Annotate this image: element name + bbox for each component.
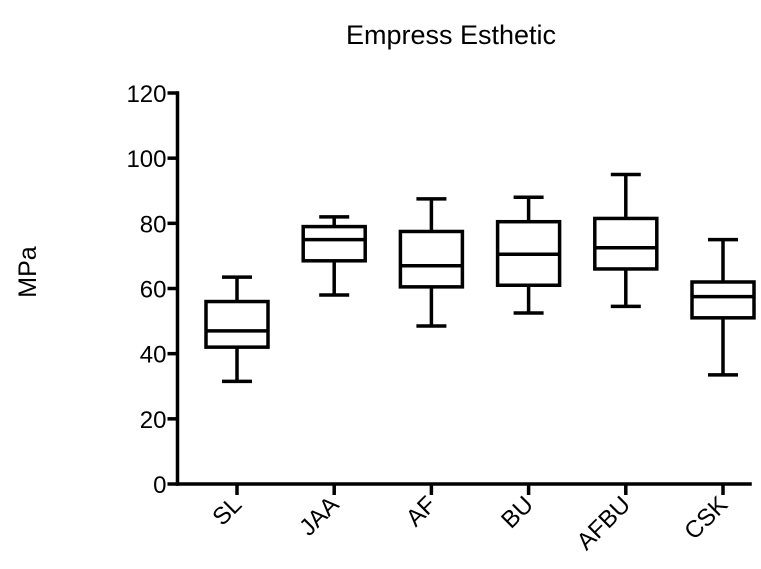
iqr-box: [301, 224, 367, 263]
iqr-box: [593, 216, 659, 271]
x-tick-label: JAA: [294, 491, 344, 541]
y-axis-ticks: 0 20 40 60 80 100 120: [126, 81, 178, 499]
y-tick-label: 80: [140, 211, 167, 238]
y-tick-label: 100: [126, 146, 166, 173]
x-tick-label: CSK: [679, 491, 733, 545]
box-sl: [204, 275, 270, 384]
y-tick-label: 0: [153, 472, 166, 499]
box-af: [398, 197, 465, 328]
y-tick-label: 120: [126, 81, 166, 108]
box-bu: [495, 195, 562, 315]
iqr-box: [690, 280, 756, 320]
box-series: [204, 172, 756, 384]
box-jaa: [301, 215, 367, 297]
x-tick-label: AFBU: [572, 491, 636, 555]
iqr-box: [398, 229, 465, 289]
x-tick-label: BU: [496, 491, 539, 534]
x-axis-ticks: SL JAA AF BU AFBU CSK: [207, 484, 733, 556]
iqr-box: [204, 299, 270, 349]
y-tick-label: 60: [140, 277, 167, 304]
box-csk: [690, 237, 756, 377]
x-tick-label: AF: [401, 491, 442, 532]
x-tick-label: SL: [207, 491, 247, 531]
box-afbu: [593, 172, 659, 309]
chart-title: Empress Esthetic: [346, 20, 556, 50]
y-tick-label: 40: [140, 342, 167, 369]
y-tick-label: 20: [140, 407, 167, 434]
y-axis-label: MPa: [14, 246, 42, 298]
